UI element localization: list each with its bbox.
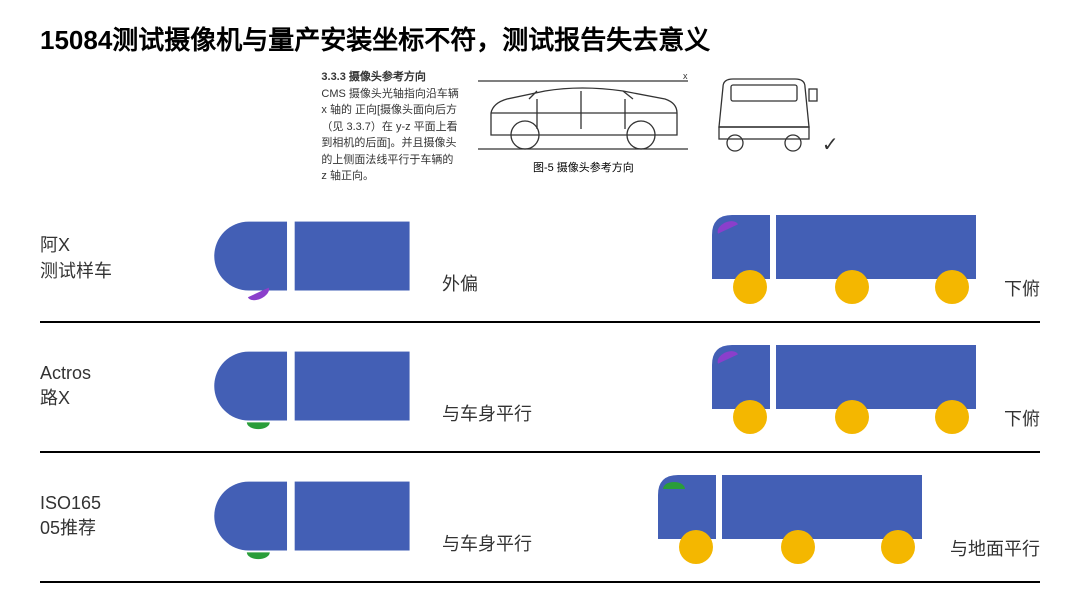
side-caption: 与地面平行 (950, 535, 1040, 561)
row-label-a: Actros (40, 363, 160, 384)
side-caption: 下俯 (1004, 405, 1040, 431)
truck-side-view: 与地面平行 (638, 467, 1040, 567)
svg-text:x: x (683, 71, 688, 81)
reference-body: CMS 摄像头光轴指向沿车辆 x 轴的 正向[摄像头面向后方（见 3.3.7）在… (321, 86, 461, 185)
truck-side-view: 下俯 (692, 207, 1040, 307)
top-caption: 与车身平行 (442, 400, 532, 426)
row-label: Actros 路X (40, 363, 160, 410)
reference-section: 3.3.3 摄像头参考方向 CMS 摄像头光轴指向沿车辆 x 轴的 正向[摄像头… (120, 69, 1040, 185)
truck-side-icon (692, 337, 992, 437)
row-label-b: 路X (40, 384, 160, 410)
row-label-b: 05推荐 (40, 514, 160, 540)
truck-top-view: 与车身平行 (190, 342, 532, 432)
row-label-a: 阿X (40, 231, 160, 257)
truck-top-icon (190, 212, 430, 302)
truck-side-icon (692, 207, 992, 307)
car-rear-icon (705, 69, 825, 157)
page-title: 15084测试摄像机与量产安装坐标不符，测试报告失去意义 (40, 20, 1040, 57)
row-label: ISO165 05推荐 (40, 493, 160, 540)
car-side-icon: x (473, 69, 693, 157)
reference-caption: 图-5 摄像头参考方向 (473, 159, 693, 175)
reference-car-rear: ✓ (705, 69, 838, 157)
row-label: 阿X 测试样车 (40, 231, 160, 283)
top-caption: 外偏 (442, 270, 478, 296)
reference-heading: 3.3.3 摄像头参考方向 (321, 69, 461, 86)
comparison-row: Actros 路X 与车身平行 下俯 (40, 323, 1040, 453)
reference-car-side: x 图-5 摄像头参考方向 (473, 69, 693, 175)
row-label-b: 测试样车 (40, 257, 160, 283)
row-label-a: ISO165 (40, 493, 160, 514)
truck-side-view: 下俯 (692, 337, 1040, 437)
truck-side-icon (638, 467, 938, 567)
truck-top-icon (190, 472, 430, 562)
checkmark-icon: ✓ (822, 134, 839, 156)
truck-top-icon (190, 342, 430, 432)
side-caption: 下俯 (1004, 275, 1040, 301)
comparison-row: 阿X 测试样车 外偏 下俯 (40, 193, 1040, 323)
truck-top-view: 外偏 (190, 212, 478, 302)
comparison-row: ISO165 05推荐 与车身平行 与地面平行 (40, 453, 1040, 583)
top-caption: 与车身平行 (442, 530, 532, 556)
truck-top-view: 与车身平行 (190, 472, 532, 562)
reference-text: 3.3.3 摄像头参考方向 CMS 摄像头光轴指向沿车辆 x 轴的 正向[摄像头… (321, 69, 461, 185)
